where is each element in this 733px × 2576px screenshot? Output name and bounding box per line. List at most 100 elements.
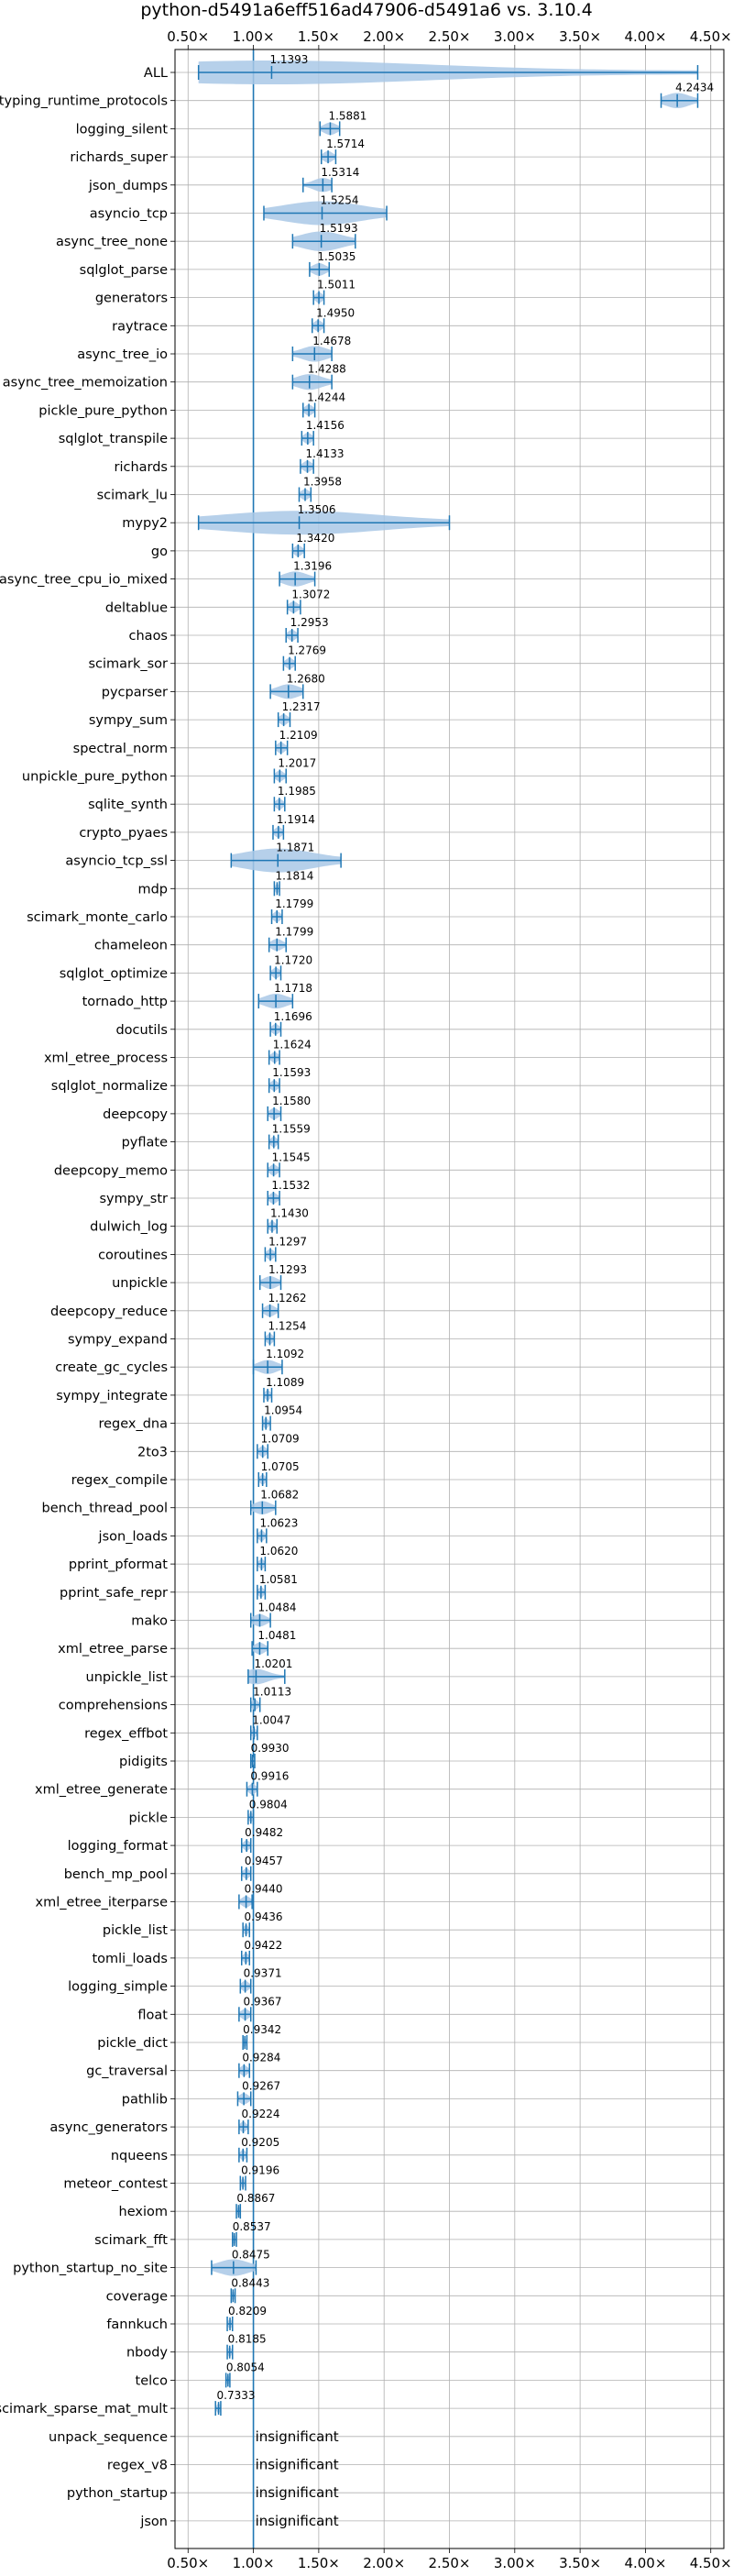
category-label-json-loads: json_loads <box>98 1529 168 1544</box>
violin-coroutines <box>264 1247 277 1262</box>
category-label-unpack-sequence: unpack_sequence <box>49 2430 168 2445</box>
category-label-chameleon: chameleon <box>94 939 168 953</box>
value-label-sympy-expand: 1.1254 <box>268 1320 306 1333</box>
violin-coverage <box>230 2288 236 2304</box>
category-label-regex-compile: regex_compile <box>71 1473 168 1488</box>
violin-telco <box>224 2372 231 2388</box>
violin-deltablue <box>286 600 301 615</box>
value-label-pickle-dict: 0.9342 <box>243 2023 281 2036</box>
violin-bench-mp-pool <box>240 1866 252 1881</box>
violin-pprint-safe-repr <box>257 1584 267 1600</box>
value-label-scimark-sor: 1.2769 <box>288 644 326 657</box>
category-label-comprehensions: comprehensions <box>59 1699 168 1713</box>
value-label-telco: 0.8054 <box>226 2361 265 2373</box>
value-label-mako: 1.0484 <box>257 1602 296 1614</box>
category-label-scimark-monte-carlo: scimark_monte_carlo <box>27 910 168 925</box>
value-label-asyncio-tcp-ssl: 1.1871 <box>276 842 314 854</box>
value-label-dulwich-log: 1.1430 <box>270 1207 309 1220</box>
value-label-logging-silent: 1.5881 <box>328 109 366 122</box>
violin-pickle-pure-python <box>302 402 316 418</box>
violin-unpickle-pure-python <box>273 768 287 784</box>
violin-xml-etree-iterparse <box>238 1894 253 1910</box>
violin-sqlglot-normalize <box>268 1078 280 1094</box>
value-label-regex-compile: 1.0705 <box>261 1460 300 1473</box>
value-label-chameleon: 1.1799 <box>275 926 313 939</box>
category-label-async-generators: async_generators <box>49 2120 168 2135</box>
violin-mypy2 <box>197 511 451 535</box>
violin-2to3 <box>257 1444 269 1459</box>
category-label-xml-etree-parse: xml_etree_parse <box>58 1642 168 1657</box>
category-label-hexiom: hexiom <box>119 2205 168 2219</box>
value-label-sympy-integrate: 1.1089 <box>266 1376 304 1389</box>
violin-async-tree-none <box>291 231 356 251</box>
violin-tornado-http <box>257 993 294 1009</box>
violin-unpickle-list <box>247 1668 286 1685</box>
violin-scimark-monte-carlo <box>270 909 283 924</box>
violin-sympy-sum <box>277 712 291 728</box>
tick-label-top: 1.00× <box>233 28 275 45</box>
violin-unpickle <box>258 1275 282 1291</box>
category-label-deltablue: deltablue <box>105 600 168 615</box>
violin-comprehensions <box>249 1697 261 1712</box>
category-label-python-startup-no-site: python_startup_no_site <box>13 2262 168 2276</box>
violin-all <box>197 61 699 84</box>
tick-label-top: 4.50× <box>690 28 732 45</box>
violin-docutils <box>269 1021 282 1037</box>
violin-bench-thread-pool <box>249 1500 277 1515</box>
violin-create-gc-cycles <box>252 1360 283 1375</box>
value-label-mdp: 1.1814 <box>275 869 313 882</box>
category-label-async-tree-memoization: async_tree_memoization <box>3 376 168 391</box>
value-label-go: 1.3420 <box>296 532 334 545</box>
category-label-mdp: mdp <box>137 882 168 897</box>
category-label-pickle: pickle <box>128 1811 168 1825</box>
category-label-xml-etree-process: xml_etree_process <box>44 1051 168 1066</box>
value-label-pyflate: 1.1559 <box>272 1123 311 1136</box>
value-label-xml-etree-process: 1.1624 <box>273 1039 312 1051</box>
category-label-python-startup: python_startup <box>67 2486 168 2501</box>
value-label-pprint-safe-repr: 1.0581 <box>259 1573 298 1586</box>
value-label-scimark-lu: 1.3958 <box>303 476 342 489</box>
violin-pyflate <box>268 1134 279 1150</box>
category-label-fannkuch: fannkuch <box>106 2317 168 2332</box>
violin-pickle-dict <box>242 2035 248 2050</box>
value-label-tomli-loads: 0.9422 <box>244 1939 282 1952</box>
tick-label-bottom: 0.50× <box>167 2555 209 2571</box>
violin-gc-traversal <box>238 2063 251 2078</box>
category-label-unpickle-list: unpickle_list <box>86 1670 169 1685</box>
value-label-python-startup-no-site: 0.8475 <box>232 2249 270 2262</box>
category-label-xml-etree-generate: xml_etree_generate <box>35 1783 168 1798</box>
violin-nqueens <box>238 2147 248 2163</box>
category-label-docutils: docutils <box>115 1023 168 1038</box>
violin-pprint-pformat <box>257 1557 267 1572</box>
value-label-asyncio-tcp: 1.5254 <box>321 194 359 207</box>
category-label-tomli-loads: tomli_loads <box>92 1952 168 1966</box>
value-label-unpickle: 1.1293 <box>268 1263 307 1276</box>
category-label-sympy-expand: sympy_expand <box>68 1333 168 1348</box>
violin-sqlglot-parse <box>309 261 331 277</box>
tick-label-top: 2.50× <box>429 28 471 45</box>
violin-logging-simple <box>239 1978 252 1994</box>
category-label-pickle-list: pickle_list <box>103 1923 168 1938</box>
violin-logging-format <box>240 1838 252 1854</box>
violin-deepcopy <box>267 1106 282 1121</box>
value-label-sqlglot-optimize: 1.1720 <box>274 953 312 966</box>
category-label-chaos: chaos <box>129 629 168 644</box>
category-label-pprint-pformat: pprint_pformat <box>69 1558 168 1572</box>
category-label-bench-mp-pool: bench_mp_pool <box>64 1867 168 1882</box>
violin-crypto-pyaes <box>272 824 285 840</box>
value-label-deltablue: 1.3072 <box>291 588 330 600</box>
category-label-scimark-sparse-mat-mult: scimark_sparse_mat_mult <box>0 2402 168 2416</box>
tick-label-bottom: 1.00× <box>233 2555 275 2571</box>
category-label-deepcopy: deepcopy <box>103 1107 168 1122</box>
violin-regex-dna <box>261 1415 271 1431</box>
violin-dulwich-log <box>267 1218 278 1234</box>
value-label-chaos: 1.2953 <box>290 616 329 629</box>
violin-generators <box>312 290 325 305</box>
value-label-gc-traversal: 0.9284 <box>242 2052 280 2064</box>
violin-scimark-lu <box>298 487 312 502</box>
violins <box>197 61 699 2416</box>
violin-float <box>238 2007 252 2022</box>
violin-typing-runtime-protocols <box>660 93 699 109</box>
axes: 0.50× 0.50× 1.00× 1.00× 1.50× 1.50× 2.00× 2.00×… <box>0 28 732 2571</box>
value-label-sqlglot-normalize: 1.1593 <box>272 1066 311 1079</box>
